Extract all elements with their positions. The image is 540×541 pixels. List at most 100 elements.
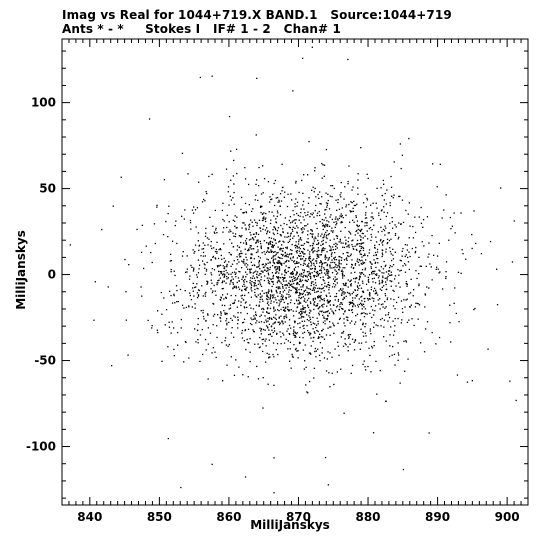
- data-point: [171, 240, 174, 242]
- data-point: [282, 231, 284, 233]
- data-point: [349, 343, 351, 345]
- data-point: [229, 307, 232, 309]
- data-point: [323, 267, 325, 269]
- data-point: [360, 249, 362, 252]
- data-point: [318, 295, 320, 297]
- data-point: [303, 320, 306, 322]
- data-point: [218, 264, 220, 267]
- data-point: [342, 273, 344, 275]
- data-point: [314, 250, 316, 252]
- data-point: [323, 236, 325, 239]
- data-point: [253, 264, 255, 266]
- data-point: [342, 253, 344, 255]
- data-point: [300, 244, 302, 246]
- data-point: [258, 266, 260, 268]
- data-point: [365, 323, 367, 325]
- data-point: [287, 270, 289, 273]
- data-point: [369, 312, 371, 314]
- data-point: [271, 294, 274, 296]
- data-point: [357, 232, 359, 234]
- data-point: [244, 288, 247, 291]
- data-point: [210, 274, 213, 276]
- data-point: [362, 290, 364, 292]
- data-point: [247, 376, 249, 378]
- data-point: [370, 267, 372, 270]
- data-point: [265, 217, 267, 219]
- data-point: [392, 345, 394, 348]
- data-point: [342, 217, 344, 219]
- data-point: [371, 263, 373, 265]
- data-point: [343, 293, 345, 295]
- data-point: [256, 287, 258, 289]
- data-point: [331, 218, 333, 221]
- data-point: [165, 309, 168, 311]
- data-point: [250, 277, 252, 279]
- data-point: [249, 304, 251, 306]
- data-point: [283, 309, 285, 311]
- data-point: [250, 234, 252, 236]
- data-point: [250, 317, 252, 319]
- data-point: [306, 241, 308, 243]
- data-point: [314, 170, 316, 172]
- data-point: [373, 300, 375, 302]
- data-point: [309, 318, 312, 320]
- data-point: [207, 313, 209, 315]
- data-point: [321, 251, 323, 253]
- data-point: [288, 319, 291, 321]
- data-point: [382, 280, 384, 283]
- data-point: [233, 301, 236, 303]
- data-point: [222, 265, 224, 267]
- data-point: [301, 279, 304, 281]
- data-point: [350, 302, 352, 304]
- data-point: [325, 217, 327, 219]
- data-point: [373, 314, 375, 316]
- data-point: [258, 185, 260, 187]
- data-point: [375, 360, 377, 362]
- data-point: [356, 220, 359, 222]
- data-point: [361, 220, 363, 223]
- data-point: [306, 276, 308, 278]
- data-point: [297, 266, 299, 268]
- data-point: [267, 268, 269, 270]
- data-point: [364, 269, 366, 271]
- data-point: [286, 330, 288, 332]
- data-point: [333, 332, 335, 334]
- data-point: [278, 261, 280, 264]
- data-point: [408, 293, 410, 295]
- data-point: [193, 206, 195, 208]
- data-point: [309, 288, 312, 290]
- data-point: [310, 281, 313, 283]
- data-point: [317, 287, 319, 289]
- data-point: [232, 197, 234, 199]
- data-point: [243, 283, 245, 285]
- data-point: [169, 290, 171, 292]
- data-point: [243, 262, 245, 264]
- data-point: [321, 272, 323, 274]
- data-point: [125, 319, 127, 321]
- data-point: [313, 303, 315, 305]
- data-point: [277, 286, 279, 288]
- data-point: [389, 274, 391, 277]
- data-point: [363, 316, 366, 318]
- data-point: [340, 336, 342, 338]
- data-point: [389, 222, 391, 224]
- data-point: [341, 221, 343, 223]
- data-point: [315, 326, 317, 329]
- data-point: [370, 333, 372, 335]
- data-point: [262, 300, 264, 302]
- data-point: [278, 316, 280, 318]
- data-point: [262, 263, 264, 265]
- data-point: [304, 298, 306, 300]
- data-point: [271, 329, 273, 331]
- data-point: [280, 343, 282, 345]
- data-point: [273, 327, 275, 329]
- data-point: [362, 246, 364, 249]
- data-point: [197, 342, 199, 344]
- data-point: [291, 259, 293, 262]
- data-point: [308, 266, 310, 268]
- data-point: [320, 270, 323, 272]
- data-point: [281, 294, 283, 296]
- data-point: [295, 262, 297, 264]
- data-point: [321, 233, 323, 235]
